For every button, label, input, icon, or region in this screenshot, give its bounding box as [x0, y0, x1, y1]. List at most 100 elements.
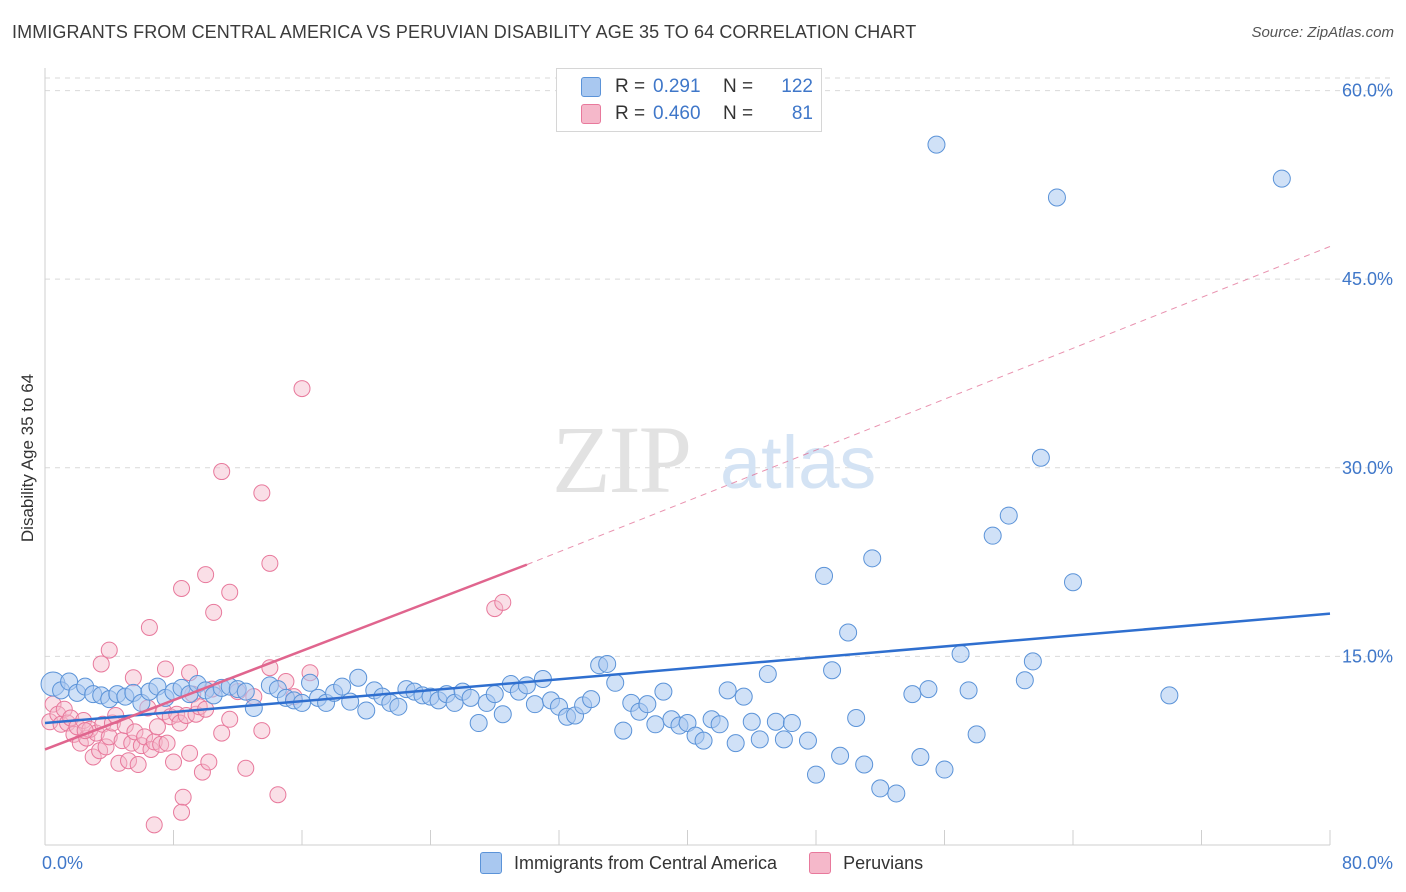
legend-n-value: 122	[781, 76, 813, 97]
legend-r-label: R =	[615, 76, 646, 97]
peruvians-point	[140, 618, 158, 636]
central-america-point	[517, 676, 536, 695]
peruvians-point	[84, 748, 102, 766]
central-america-point	[847, 709, 866, 728]
peruvians-point	[156, 660, 174, 678]
series-legend: Immigrants from Central America Peruvian…	[480, 852, 955, 874]
legend-swatch-blue	[480, 852, 502, 874]
peruvians-point	[68, 718, 86, 736]
central-america-point	[1047, 188, 1066, 207]
peruvians-trend-line	[44, 563, 528, 751]
central-america-point	[726, 734, 745, 753]
central-america-point	[831, 746, 850, 765]
peruvians-point	[174, 788, 192, 806]
legend-label-peruvians: Peruvians	[843, 852, 924, 873]
central-america-point	[485, 685, 504, 704]
central-america-point	[903, 685, 922, 704]
central-america-point	[694, 731, 713, 750]
peruvians-point	[293, 380, 311, 398]
legend-swatch-pink	[809, 852, 832, 874]
peruvians-point	[221, 583, 239, 601]
central-america-point	[766, 712, 785, 731]
central-america-point	[782, 714, 801, 733]
central-america-point	[855, 755, 874, 774]
central-america-point	[638, 695, 657, 714]
legend-swatch-blue	[581, 77, 601, 97]
legend-r-label: R =	[615, 103, 646, 124]
peruvians-point	[269, 786, 287, 804]
central-america-point	[959, 681, 978, 700]
peruvians-point	[213, 463, 231, 481]
central-america-point	[983, 526, 1002, 545]
x-tick-label-max: 80.0%	[1342, 853, 1393, 873]
gridlines	[45, 77, 1394, 657]
watermark: ZIP atlas	[552, 406, 876, 513]
central-america-point	[654, 682, 673, 701]
central-america-point	[798, 731, 817, 750]
legend-item-central-america[interactable]: Immigrants from Central America	[480, 852, 777, 874]
peruvians-point	[173, 579, 191, 597]
peruvians-point	[92, 655, 110, 673]
trend-lines	[44, 246, 1331, 751]
central-america-point	[349, 668, 368, 687]
central-america-point	[734, 687, 753, 706]
legend-row-central-america: R = 0.291 N = 122	[581, 75, 813, 99]
peruvians-point	[221, 710, 239, 728]
x-tick-label-min: 0.0%	[42, 853, 83, 873]
peruvians-point	[173, 803, 191, 821]
peruvians-points	[41, 380, 512, 834]
central-america-point	[461, 688, 480, 707]
central-america-point	[493, 705, 512, 724]
peruvians-point	[100, 728, 118, 746]
peruvians-point	[158, 734, 176, 752]
y-tick-label: 15.0%	[1342, 646, 1393, 666]
peruvians-point	[55, 700, 73, 718]
central-america-point	[678, 714, 697, 733]
legend-n-label: N =	[723, 76, 754, 97]
central-america-point	[935, 760, 954, 779]
tick-labels: 15.0% 30.0% 45.0% 60.0% 0.0% 80.0%	[42, 81, 1393, 873]
y-tick-label: 30.0%	[1342, 458, 1393, 478]
legend-label-central-america: Immigrants from Central America	[514, 852, 778, 873]
central-america-point	[999, 506, 1018, 525]
peruvians-point	[126, 723, 144, 741]
central-america-point	[927, 135, 946, 154]
central-america-point	[1160, 686, 1179, 705]
central-america-point	[598, 654, 617, 673]
central-america-point	[389, 697, 408, 716]
legend-n-value: 81	[791, 103, 813, 124]
central-america-point	[758, 664, 777, 683]
peruvians-point	[165, 753, 182, 771]
central-america-point	[911, 747, 930, 766]
central-america-point	[823, 661, 842, 680]
peruvians-point	[120, 752, 138, 770]
peruvians-point	[148, 718, 166, 736]
legend-item-peruvians[interactable]: Peruvians	[809, 852, 923, 874]
central-america-point	[614, 721, 633, 740]
legend-n-label: N =	[723, 103, 754, 124]
central-america-point	[1031, 448, 1050, 467]
peruvians-trend-extension	[526, 246, 1331, 566]
peruvians-point	[132, 737, 150, 755]
central-america-point	[887, 784, 906, 803]
peruvians-point	[129, 756, 147, 774]
peruvians-point	[152, 735, 170, 753]
peruvians-point	[494, 593, 512, 611]
central-america-point	[919, 680, 938, 699]
central-america-point	[951, 644, 970, 663]
peruvians-point	[110, 754, 128, 772]
legend-r-value: 0.291	[653, 76, 701, 97]
central-america-point	[710, 715, 729, 734]
y-tick-label: 45.0%	[1342, 269, 1393, 289]
central-america-point	[1023, 652, 1042, 671]
central-america-point	[1272, 169, 1291, 188]
peruvians-point	[205, 603, 223, 621]
central-america-point	[839, 623, 858, 642]
central-america-point	[301, 673, 320, 692]
legend-swatch-pink	[581, 104, 601, 124]
peruvians-point	[124, 669, 142, 687]
central-america-point	[357, 701, 376, 720]
legend-row-peruvians: R = 0.460 N = 81	[581, 102, 813, 126]
peruvians-point	[145, 816, 163, 834]
peruvians-point	[193, 763, 211, 781]
